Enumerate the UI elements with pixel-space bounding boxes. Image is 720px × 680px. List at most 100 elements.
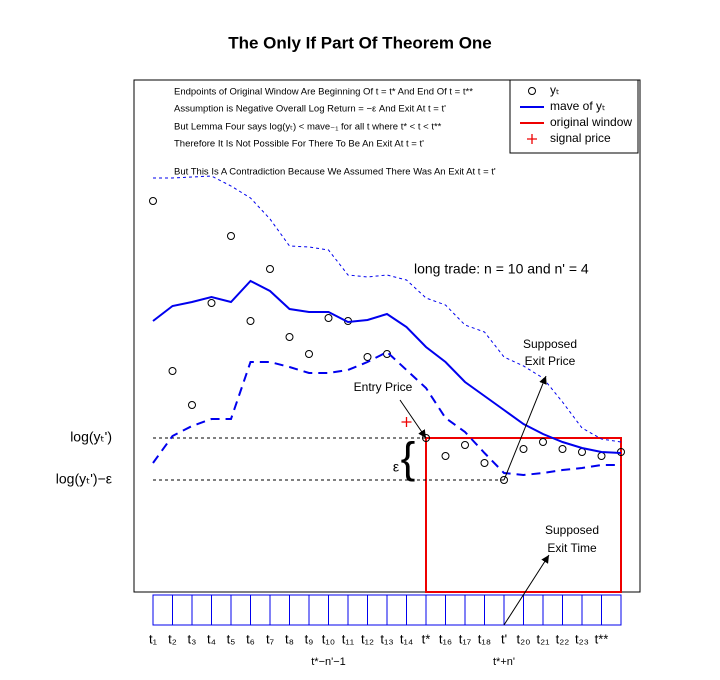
- x-tick-label: t*: [422, 631, 431, 646]
- x-extra-label: t*+n': [493, 656, 515, 668]
- legend-label: signal price: [550, 131, 611, 145]
- time-box: [464, 594, 485, 626]
- original-window: [425, 437, 622, 593]
- annotation: Therefore It Is Not Possible For There T…: [174, 139, 424, 150]
- x-tick-label: t': [501, 631, 507, 646]
- data-point: [207, 299, 216, 307]
- chart-title: The Only If Part Of Theorem One: [228, 33, 492, 52]
- x-tick-label: t₁₇: [459, 631, 472, 646]
- plot-frame: [133, 79, 641, 593]
- data-point: [500, 476, 508, 484]
- time-box: [601, 594, 622, 626]
- epsilon-label: ε: [393, 459, 399, 475]
- arrow: [503, 375, 547, 481]
- x-extra-label: t*−n'−1: [311, 656, 346, 668]
- time-box: [542, 594, 563, 626]
- legend-label: yₜ: [550, 83, 560, 97]
- legend-box: [509, 79, 639, 154]
- arrow: [399, 399, 427, 439]
- reference-label: log(yₜ'): [70, 429, 112, 445]
- x-tick-label: t₁₀: [322, 631, 335, 646]
- x-tick-label: t₂₁: [536, 631, 550, 646]
- time-box: [484, 594, 505, 626]
- x-tick-label: t₄: [207, 631, 216, 646]
- time-box: [191, 594, 212, 626]
- data-point: [461, 441, 469, 449]
- x-tick-label: t₁₈: [478, 631, 491, 646]
- data-point: [188, 401, 196, 409]
- x-tick-label: t₁₂: [361, 631, 374, 646]
- x-tick-label: t₂₀: [516, 631, 530, 646]
- trade-label: long trade: n = 10 and n' = 4: [414, 261, 589, 277]
- x-tick-label: t₉: [305, 631, 314, 646]
- legend-label: original window: [550, 115, 632, 129]
- legend-symbol: [527, 134, 537, 144]
- data-point: [422, 434, 430, 442]
- x-tick-label: t₃: [188, 631, 197, 646]
- time-box: [581, 594, 602, 626]
- time-box: [289, 594, 310, 626]
- legend-label: mave of yₜ: [550, 99, 606, 113]
- time-box: [386, 594, 407, 626]
- data-point: [519, 445, 528, 453]
- time-box: [250, 594, 271, 626]
- data-point: [266, 265, 274, 273]
- data-point: [578, 448, 586, 456]
- time-boxes: [152, 594, 622, 626]
- data-point: [480, 459, 489, 467]
- time-box: [230, 594, 251, 626]
- x-tick-label: t₂₃: [575, 631, 589, 646]
- x-tick-label: t₁₃: [380, 631, 393, 646]
- exit-time-label: Supposed: [545, 523, 599, 537]
- x-tick-label: t₅: [227, 631, 236, 646]
- data-point: [305, 350, 313, 358]
- x-tick-label: t₁: [149, 631, 158, 646]
- signal-marker: [401, 417, 412, 427]
- data-point: [324, 314, 333, 322]
- data-point: [363, 353, 372, 361]
- data-point: [227, 232, 235, 240]
- x-tick-label: t**: [595, 631, 609, 646]
- data-point: [149, 197, 157, 205]
- x-tick-label: t₈: [285, 631, 294, 646]
- annotation: But This Is A Contradiction Because We A…: [174, 167, 496, 178]
- entry-label: Entry Price: [354, 380, 413, 394]
- time-box: [269, 594, 290, 626]
- time-box: [367, 594, 388, 626]
- annotation: Endpoints of Original Window Are Beginni…: [174, 87, 473, 98]
- x-tick-label: t₇: [266, 631, 275, 646]
- time-box: [347, 594, 368, 626]
- time-box: [425, 594, 446, 626]
- time-box: [211, 594, 232, 626]
- x-tick-label: t₂: [168, 631, 177, 646]
- exit-price-label: Supposed: [523, 337, 577, 351]
- time-box: [308, 594, 329, 626]
- time-box: [562, 594, 583, 626]
- series-line: [152, 350, 621, 477]
- data-point: [539, 438, 547, 446]
- data-point: [168, 367, 177, 375]
- time-box: [406, 594, 427, 626]
- data-point: [246, 317, 255, 325]
- x-tick-label: t₁₆: [439, 631, 452, 646]
- arrow: [503, 554, 550, 626]
- time-box: [152, 594, 173, 626]
- series-line: [153, 175, 622, 443]
- data-point: [441, 452, 450, 460]
- time-box: [523, 594, 544, 626]
- time-box: [328, 594, 349, 626]
- series-line: [152, 279, 622, 454]
- reference-label: log(yₜ')−ε: [56, 471, 112, 487]
- data-point: [597, 452, 606, 460]
- data-point: [558, 445, 567, 453]
- annotation: But Lemma Four says log(yₜ) < mave₋₁ for…: [174, 122, 442, 133]
- data-point: [285, 333, 294, 341]
- x-tick-label: t₁₁: [342, 631, 355, 646]
- time-box: [445, 594, 466, 626]
- x-tick-label: t₆: [246, 631, 255, 646]
- exit-price-label: Exit Price: [525, 354, 576, 368]
- x-tick-label: t₂₂: [556, 631, 570, 646]
- legend-symbol: [528, 87, 536, 95]
- brace: {: [401, 434, 416, 483]
